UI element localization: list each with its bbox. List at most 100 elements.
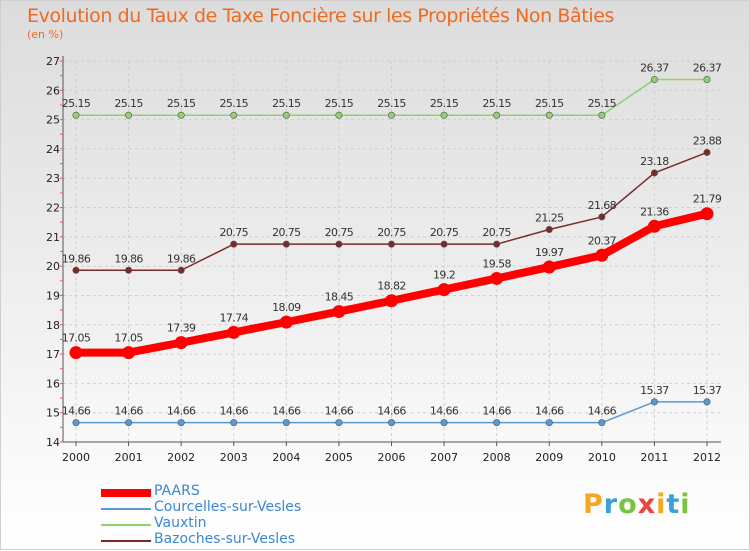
data-label-paars: 19.58 <box>482 257 511 270</box>
data-label-courcelles-sur-vesles: 14.66 <box>430 405 459 418</box>
logo-letter: x <box>637 489 657 520</box>
legend-label-bazoches: Bazoches-sur-Vesles <box>154 531 296 547</box>
data-point-bazoches-sur-vesles <box>335 240 343 248</box>
legend-item-courcelles[interactable]: Courcelles-sur-Vesles <box>101 499 361 517</box>
data-point-bazoches-sur-vesles <box>545 226 553 234</box>
data-point-vauxtin <box>125 111 133 119</box>
data-point-courcelles-sur-vesles <box>282 419 290 427</box>
y-tick-label: 27 <box>46 55 60 68</box>
data-point-bazoches-sur-vesles <box>703 148 711 156</box>
logo-letter: r <box>603 489 619 520</box>
data-point-vauxtin <box>440 111 448 119</box>
data-point-courcelles-sur-vesles <box>387 419 395 427</box>
y-tick-label: 21 <box>46 231 60 244</box>
x-tick-label: 2009 <box>535 451 563 464</box>
data-label-paars: 18.45 <box>325 291 354 304</box>
axis-layer: 14 15 16 17 18 19 20 21 22 23 24 25 26 27 2000 2001 2002… <box>46 55 721 464</box>
data-label-vauxtin: 25.15 <box>430 97 459 110</box>
legend-label-paars: PAARS <box>154 483 200 499</box>
data-point-bazoches-sur-vesles <box>125 266 133 274</box>
data-point-vauxtin <box>335 111 343 119</box>
x-tick-label: 2000 <box>62 451 90 464</box>
data-label-courcelles-sur-vesles: 14.66 <box>377 405 406 418</box>
y-tick-label: 16 <box>46 377 60 390</box>
data-label-vauxtin: 25.15 <box>482 97 511 110</box>
data-label-vauxtin: 25.15 <box>588 97 617 110</box>
data-label-courcelles-sur-vesles: 14.66 <box>325 405 354 418</box>
x-tick-label: 2001 <box>115 451 143 464</box>
data-label-paars: 21.36 <box>640 205 669 218</box>
data-point-courcelles-sur-vesles <box>545 419 553 427</box>
data-label-bazoches-sur-vesles: 20.75 <box>430 226 459 239</box>
y-tick-label: 20 <box>46 260 60 273</box>
series-layer <box>69 75 714 427</box>
data-label-courcelles-sur-vesles: 14.66 <box>535 405 564 418</box>
y-tick-label: 17 <box>46 348 60 361</box>
data-label-courcelles-sur-vesles: 14.66 <box>114 405 143 418</box>
y-tick-label: 26 <box>46 84 60 97</box>
logo-letter: P <box>583 489 604 520</box>
legend-item-vauxtin[interactable]: Vauxtin <box>101 515 361 533</box>
data-point-bazoches-sur-vesles <box>440 240 448 248</box>
data-point-courcelles-sur-vesles <box>598 419 606 427</box>
data-label-bazoches-sur-vesles: 19.86 <box>62 252 91 265</box>
chart-title: Evolution du Taux de Taxe Foncière sur l… <box>27 5 615 27</box>
chart-unit-label: (en %) <box>27 28 64 41</box>
data-label-paars: 18.09 <box>272 301 301 314</box>
data-label-vauxtin: 26.37 <box>640 61 669 74</box>
data-label-courcelles-sur-vesles: 14.66 <box>220 405 249 418</box>
data-point-courcelles-sur-vesles <box>650 398 658 406</box>
data-point-courcelles-sur-vesles <box>72 419 80 427</box>
data-label-bazoches-sur-vesles: 21.25 <box>535 212 564 225</box>
data-label-courcelles-sur-vesles: 15.37 <box>640 384 669 397</box>
data-label-paars: 21.79 <box>693 193 722 206</box>
data-point-courcelles-sur-vesles <box>335 419 343 427</box>
data-label-bazoches-sur-vesles: 23.18 <box>640 155 669 168</box>
data-label-bazoches-sur-vesles: 20.75 <box>377 226 406 239</box>
data-label-bazoches-sur-vesles: 21.68 <box>588 199 617 212</box>
data-label-courcelles-sur-vesles: 14.66 <box>62 405 91 418</box>
data-point-bazoches-sur-vesles <box>598 213 606 221</box>
x-tick-label: 2005 <box>325 451 353 464</box>
legend-item-paars[interactable]: PAARS <box>101 483 361 501</box>
data-label-layer: 25.15 25.15 25.15 25.15 25.15 25.15 25.15 25.15… <box>62 61 723 418</box>
y-tick-label: 19 <box>46 289 60 302</box>
data-point-bazoches-sur-vesles <box>230 240 238 248</box>
legend-label-courcelles: Courcelles-sur-Vesles <box>154 499 302 515</box>
data-label-bazoches-sur-vesles: 19.86 <box>167 252 196 265</box>
data-label-paars: 18.82 <box>377 280 406 293</box>
legend-label-vauxtin: Vauxtin <box>154 515 207 531</box>
legend: PAARS Courcelles-sur-Vesles Vauxtin Bazo… <box>101 483 361 549</box>
y-tick-label: 22 <box>46 202 60 215</box>
data-label-paars: 17.05 <box>114 332 143 345</box>
data-point-paars <box>542 260 556 274</box>
data-label-courcelles-sur-vesles: 15.37 <box>693 384 722 397</box>
grid-layer <box>63 60 721 443</box>
data-point-paars <box>332 305 346 319</box>
logo-letter: o <box>618 489 638 520</box>
data-label-vauxtin: 25.15 <box>167 97 196 110</box>
data-label-paars: 17.74 <box>220 311 249 324</box>
x-tick-label: 2002 <box>167 451 195 464</box>
y-tick-label: 14 <box>46 436 60 449</box>
data-label-bazoches-sur-vesles: 20.75 <box>482 226 511 239</box>
logo-letter: i <box>656 489 667 520</box>
data-label-bazoches-sur-vesles: 20.75 <box>325 226 354 239</box>
x-tick-label: 2006 <box>378 451 406 464</box>
logo-letter: t <box>666 489 681 520</box>
data-point-vauxtin <box>282 111 290 119</box>
data-point-paars <box>647 219 661 233</box>
x-tick-label: 2007 <box>430 451 458 464</box>
data-point-bazoches-sur-vesles <box>177 266 185 274</box>
data-point-courcelles-sur-vesles <box>703 398 711 406</box>
data-label-vauxtin: 25.15 <box>114 97 143 110</box>
data-label-courcelles-sur-vesles: 14.66 <box>167 405 196 418</box>
data-label-vauxtin: 25.15 <box>220 97 249 110</box>
data-point-bazoches-sur-vesles <box>493 240 501 248</box>
y-tick-label: 25 <box>46 114 60 127</box>
data-label-vauxtin: 25.15 <box>272 97 301 110</box>
data-label-bazoches-sur-vesles: 23.88 <box>693 134 722 147</box>
data-point-vauxtin <box>703 75 711 83</box>
legend-item-bazoches[interactable]: Bazoches-sur-Vesles <box>101 531 361 549</box>
